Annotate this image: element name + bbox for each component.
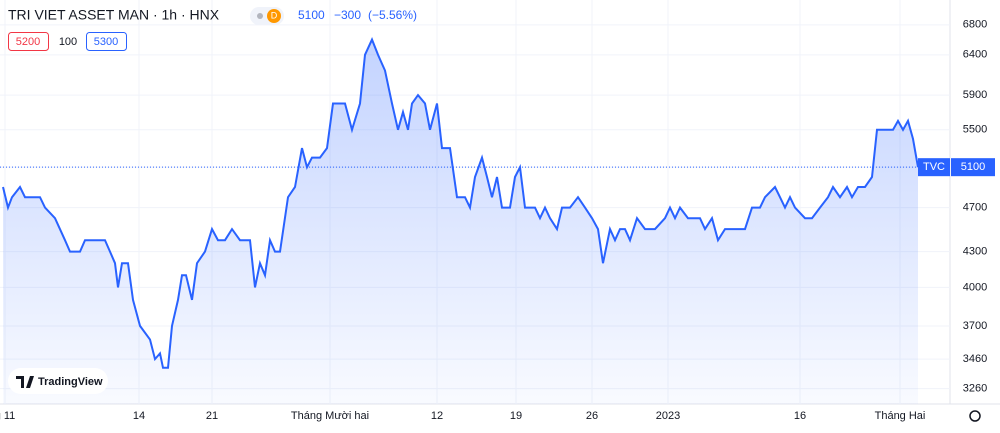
y-tick-label: 4700 — [963, 201, 987, 213]
x-tick-label: Tháng Mười hai — [291, 410, 369, 422]
watermark: TradingView — [38, 376, 103, 388]
settings-icon[interactable] — [969, 410, 981, 422]
badge-circle — [267, 9, 281, 23]
x-tick-label: 14 — [133, 410, 145, 422]
y-tick-label: 5900 — [963, 89, 987, 101]
watermark-bg — [8, 368, 108, 394]
area — [3, 39, 918, 404]
x-tick-label: 12 — [431, 410, 443, 422]
price-line — [2, 37, 919, 369]
quote-last: 5100 — [298, 8, 325, 22]
plot — [0, 0, 950, 404]
y-tick-label: 3700 — [963, 320, 987, 332]
quote-change: −300 — [334, 8, 361, 22]
y-tick-label: 4300 — [963, 245, 987, 257]
x-tick-label: Tháng Hai — [875, 410, 926, 422]
watermark-logo — [16, 376, 34, 388]
ask: 5300 — [94, 36, 118, 48]
quote-change-pct: (−5.56%) — [368, 8, 417, 22]
x-tick-label: g 11 — [0, 410, 15, 422]
y-tick-label: 6400 — [963, 49, 987, 61]
symbol-title: TRI VIET ASSET MAN · 1h · HNX — [8, 7, 220, 23]
badge-dot — [257, 13, 263, 19]
x-tick-label: 16 — [794, 410, 806, 422]
y-tick-label: 4000 — [963, 281, 987, 293]
y-tick-label: 5500 — [963, 124, 987, 136]
bid-box[interactable] — [8, 32, 49, 51]
source-label: TVC — [923, 161, 945, 173]
price-tag — [951, 158, 995, 177]
bid: 5200 — [16, 36, 40, 48]
y-tick-label: 3260 — [963, 382, 987, 394]
x-tick-label: 2023 — [656, 410, 680, 422]
x-tick-label: 21 — [206, 410, 218, 422]
y-tick-label: 6800 — [963, 19, 987, 31]
source-tag — [918, 158, 950, 177]
y-tick-label: 3460 — [963, 353, 987, 365]
interval-badge: D — [271, 10, 278, 20]
spread: 100 — [59, 36, 77, 48]
price-tag-label: 5100 — [961, 161, 985, 173]
x-tick-label: 26 — [586, 410, 598, 422]
ask-box[interactable] — [86, 32, 127, 51]
x-tick-label: 19 — [510, 410, 522, 422]
